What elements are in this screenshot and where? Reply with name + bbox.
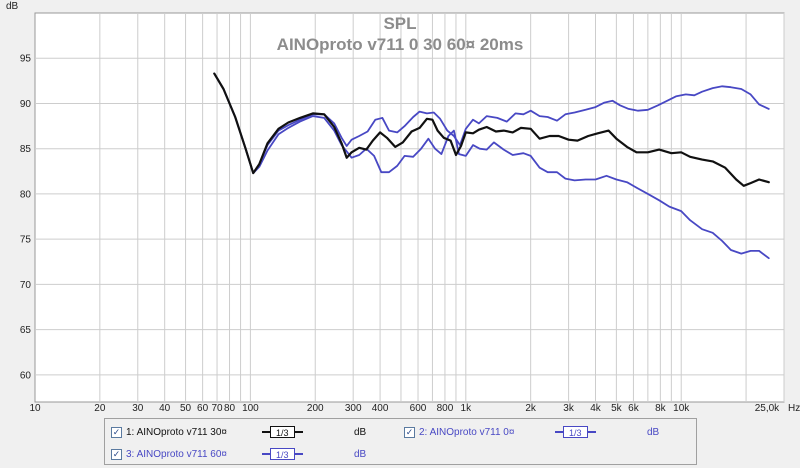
legend-item-2[interactable]: ✓ 2: AINOproto v711 0¤ [404, 423, 514, 441]
x-tick-label: 10k [673, 403, 690, 414]
x-tick-label: 8k [655, 403, 667, 414]
legend-label-1: 1: AINOproto v711 30¤ [126, 426, 227, 438]
x-tick-label: 200 [307, 403, 324, 414]
y-tick-label: 95 [20, 54, 32, 65]
chart-subtitle: AINOproto v711 0 30 60¤ 20ms [277, 35, 524, 54]
x-tick-label: 800 [437, 403, 454, 414]
x-tick-label: 40 [159, 403, 171, 414]
smoothing-value-2: 1/3 [563, 426, 588, 438]
legend-item-3[interactable]: ✓ 3: AINOproto v711 60¤ [111, 445, 227, 463]
x-tick-label: 1k [461, 403, 473, 414]
x-tick-label: 6k [628, 403, 640, 414]
legend-label-2: 2: AINOproto v711 0¤ [419, 426, 515, 438]
series-line-3 [213, 72, 770, 260]
legend-checkbox-3[interactable]: ✓ [111, 448, 122, 460]
plot-area [34, 12, 785, 403]
x-tick-label: 50 [180, 403, 192, 414]
smoothing-value-3: 1/3 [270, 448, 295, 460]
series-line-1 [213, 72, 770, 187]
x-tick-label: 2k [525, 403, 537, 414]
smoothing-control-2[interactable]: 1/3 [555, 425, 596, 439]
legend-checkbox-1[interactable]: ✓ [111, 426, 122, 438]
x-tick-label: 600 [410, 403, 427, 414]
legend: ✓ 1: AINOproto v711 30¤ 1/3 dB ✓ 2: AINO… [104, 418, 697, 465]
legend-checkbox-2[interactable]: ✓ [404, 426, 415, 438]
x-tick-label: 70 [211, 403, 223, 414]
x-tick-label: 5k [611, 403, 623, 414]
smoothing-control-1[interactable]: 1/3 [262, 425, 303, 439]
y-tick-label: 80 [20, 189, 32, 200]
y-tick-label: 65 [20, 325, 32, 336]
y-tick-label: 60 [20, 370, 32, 381]
chart-title: SPL [383, 14, 416, 33]
x-tick-label: 100 [242, 403, 259, 414]
x-tick-label: 30 [132, 403, 144, 414]
smoothing-value-1: 1/3 [270, 426, 295, 438]
legend-unit-1: dB [354, 427, 367, 438]
x-tick-label: 20 [94, 403, 106, 414]
x-tick-label: 300 [345, 403, 362, 414]
x-tick-label: 80 [224, 403, 236, 414]
y-tick-label: 75 [20, 235, 32, 246]
y-axis-unit: dB [6, 1, 19, 12]
x-tick-label: 10 [29, 403, 41, 414]
y-tick-label: 90 [20, 99, 32, 110]
smoothing-control-3[interactable]: 1/3 [262, 447, 303, 461]
x-tick-label: 60 [197, 403, 209, 414]
legend-unit-2: dB [647, 427, 660, 438]
y-tick-label: 85 [20, 144, 32, 155]
x-axis-unit: Hz [788, 403, 800, 414]
x-tick-label: 25,0k [755, 403, 780, 414]
legend-label-3: 3: AINOproto v711 60¤ [126, 448, 227, 460]
y-tick-label: 70 [20, 280, 32, 291]
x-tick-label: 3k [563, 403, 575, 414]
x-tick-label: 4k [590, 403, 602, 414]
legend-unit-3: dB [354, 449, 367, 460]
legend-item-1[interactable]: ✓ 1: AINOproto v711 30¤ [111, 423, 227, 441]
x-tick-label: 400 [372, 403, 389, 414]
